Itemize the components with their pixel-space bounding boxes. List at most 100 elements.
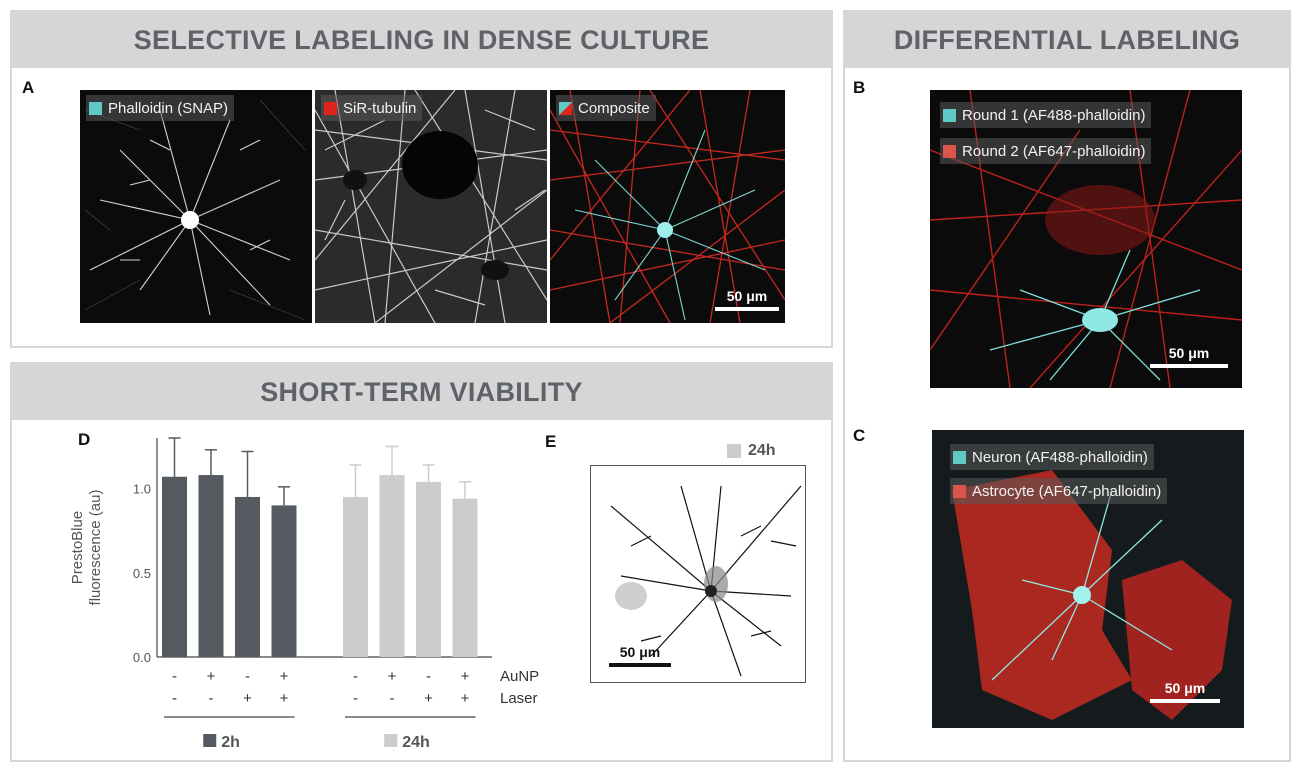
phalloidin-neuron-drawing [84,99,306,321]
neuron-label: Neuron (AF488-phalloidin) [972,448,1148,466]
aunp-sign: + [207,668,216,685]
figure-letter-b: B [853,78,866,97]
sir-tubulin-dark-region [402,131,478,199]
astrocyte-right [1122,560,1232,720]
panel-e-neuron-drawing [610,485,802,677]
figure-letter-c: C [853,426,866,445]
scale-bar-b-text: 50 μm [1168,345,1210,361]
aunp-sign: - [245,668,250,685]
aunp-sign: + [388,668,397,685]
row-label-aunp: AuNP [500,668,539,685]
viability-title: SHORT-TERM VIABILITY [260,376,583,407]
sir-tubulin-label: SiR-tubulin [343,99,417,117]
scale-bar-a: 50 μm [715,288,779,311]
bar-24h-3 [452,498,478,657]
group-label-2h: 2h [221,734,240,751]
group-swatch-2h [203,734,217,747]
selective-labeling-header: SELECTIVE LABELING IN DENSE CULTURE [12,12,831,68]
differential-labeling-panel: DIFFERENTIAL LABELING B C Round 1 (AF488… [843,10,1291,762]
panel-b-drawing [930,90,1242,388]
panel-c-image: Neuron (AF488-phalloidin) Astrocyte (AF6… [932,430,1244,728]
legend-24h-swatch [727,444,741,458]
y-axis-label-line2: fluorescence (au) [87,490,104,606]
prestoblue-bar-chart: 0.0 0.5 1.0 PrestoBlue fluorescence (au) - - + -… [69,437,539,751]
scale-bar-c-text: 50 μm [1164,680,1206,696]
bar-24h-2 [416,481,441,657]
composite-label-tag: Composite [556,95,656,121]
composite-drawing [550,90,785,323]
panel-c-drawing [952,470,1232,720]
red-swatch [953,484,966,498]
bar-2h-1 [198,475,224,657]
aunp-sign: + [461,668,470,685]
scale-bar-c: 50 μm [1150,680,1220,703]
row-label-laser: Laser [500,690,538,707]
y-tick-label: 1.0 [133,482,151,497]
bar-24h-1 [379,475,405,657]
composite-soma [657,222,673,238]
panel-b-cyan-soma [1082,308,1118,332]
differential-labeling-title: DIFFERENTIAL LABELING [893,24,1241,55]
sir-tubulin-label-tag: SiR-tubulin [321,95,423,121]
scale-bar-a-line [715,307,779,311]
panel-b-image: Round 1 (AF488-phalloidin) Round 2 (AF64… [930,90,1242,388]
bar-2h-0 [162,476,187,657]
aunp-sign: - [172,668,177,685]
panel-e-image: 50 μm [590,465,806,683]
y-axis-label-line1: PrestoBlue [69,511,86,584]
cyan-swatch [943,108,956,122]
bar-2h-2 [235,496,260,657]
group-label-24h: 24h [402,734,430,751]
viability-header: SHORT-TERM VIABILITY [12,364,831,420]
scale-bar-c-line [1150,699,1220,703]
panel-b-red-cluster [1045,185,1155,255]
figure-letter-e: E [545,432,557,451]
laser-sign: + [461,690,470,707]
phalloidin-label-tag: Phalloidin (SNAP) [86,95,235,121]
panel-b-tag-round2: Round 2 (AF647-phalloidin) [940,138,1152,164]
split-swatch [559,101,572,115]
panel-c-neuron-soma [1073,586,1091,604]
panel-c-tag-neuron: Neuron (AF488-phalloidin) [950,444,1154,470]
figure-letter-a: A [22,78,35,97]
panel-e-soma [705,585,717,597]
panel-b-tag-round1: Round 1 (AF488-phalloidin) [940,102,1152,128]
aunp-sign: - [353,668,358,685]
laser-sign: - [209,690,214,707]
phalloidin-label: Phalloidin (SNAP) [108,99,229,117]
sir-tubulin-network-drawing [315,90,547,323]
scale-bar-e-text: 50 μm [619,644,661,660]
scale-bar-b: 50 μm [1150,345,1228,368]
viability-panel: SHORT-TERM VIABILITY D E 0.0 0.5 1.0 Presto… [10,362,833,762]
red-swatch [324,101,337,115]
astrocyte-label: Astrocyte (AF647-phalloidin) [972,482,1162,500]
phalloidin-soma [181,211,199,229]
y-tick-label: 0.5 [133,566,151,581]
y-tick-label: 0.0 [133,650,151,665]
selective-labeling-title: SELECTIVE LABELING IN DENSE CULTURE [133,24,710,55]
scale-bar-e-line [609,663,671,667]
scale-bar-b-line [1150,364,1228,368]
laser-sign: + [424,690,433,707]
selective-labeling-panel: SELECTIVE LABELING IN DENSE CULTURE A Ph… [10,10,833,348]
panel-e-legend: 24h [727,442,776,460]
composite-label: Composite [578,99,650,117]
round1-label: Round 1 (AF488-phalloidin) [962,106,1146,124]
laser-sign: + [243,690,252,707]
astrocyte-left [952,470,1132,720]
laser-sign: + [280,690,289,707]
laser-sign: - [353,690,358,707]
composite-image: Composite 50 μm [550,90,785,323]
round2-label: Round 2 (AF647-phalloidin) [962,142,1146,160]
cyan-swatch [89,101,102,115]
laser-sign: - [172,690,177,707]
bar-24h-0 [343,496,368,657]
aunp-sign: - [426,668,431,685]
figure-letter-d: D [78,430,91,449]
group-swatch-24h [384,734,398,747]
differential-labeling-header: DIFFERENTIAL LABELING [845,12,1289,68]
red-swatch [943,144,956,158]
bar-2h-3 [271,505,297,657]
cyan-swatch [953,450,966,464]
phalloidin-image: Phalloidin (SNAP) [80,90,312,323]
